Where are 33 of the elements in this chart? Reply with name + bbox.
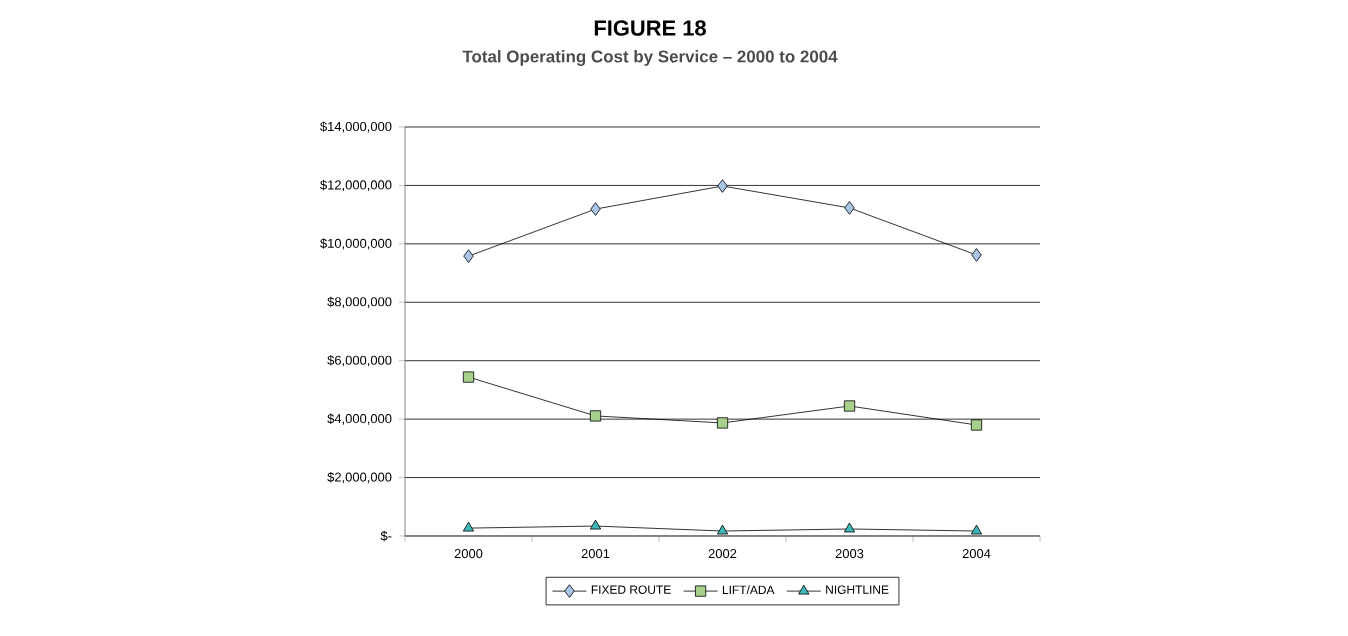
legend-label: NIGHTLINE [826,585,889,594]
point [970,524,983,535]
point [462,521,475,532]
point [843,400,856,412]
chart-title: FIGURE 18 [594,20,706,36]
point [844,201,855,215]
x-tick-label: 2003 [835,549,864,559]
y-tick-label: $12,000,000 [320,179,392,192]
y-tick-label: $10,000,000 [320,238,392,250]
x-tick-label: 2001 [581,549,610,559]
y-tick-label: $4,000,000 [327,413,392,425]
y-tick-label: $2,000,000 [327,471,392,484]
y-tick-label: $- [380,530,392,542]
point [971,248,982,262]
y-tick-label: $14,000,000 [320,121,392,133]
point [716,524,729,535]
x-tick-label: 2000 [454,549,483,559]
legend-label: LIFT/ADA [722,585,775,595]
chart-subtitle: Total Operating Cost by Service – 2000 to 2004 [462,50,838,66]
point [717,179,728,193]
y-tick-label: $6,000,000 [327,355,392,367]
legend-label: FIXED ROUTE [591,585,671,594]
point [843,522,856,533]
x-tick-label: 2002 [708,549,737,559]
point [463,249,474,263]
y-tick-label: $8,000,000 [327,296,392,308]
x-tick-label: 2004 [962,549,991,559]
point [970,419,983,431]
point [590,202,601,216]
point [462,371,475,383]
point [589,410,602,422]
point [716,417,729,429]
point [589,519,602,530]
